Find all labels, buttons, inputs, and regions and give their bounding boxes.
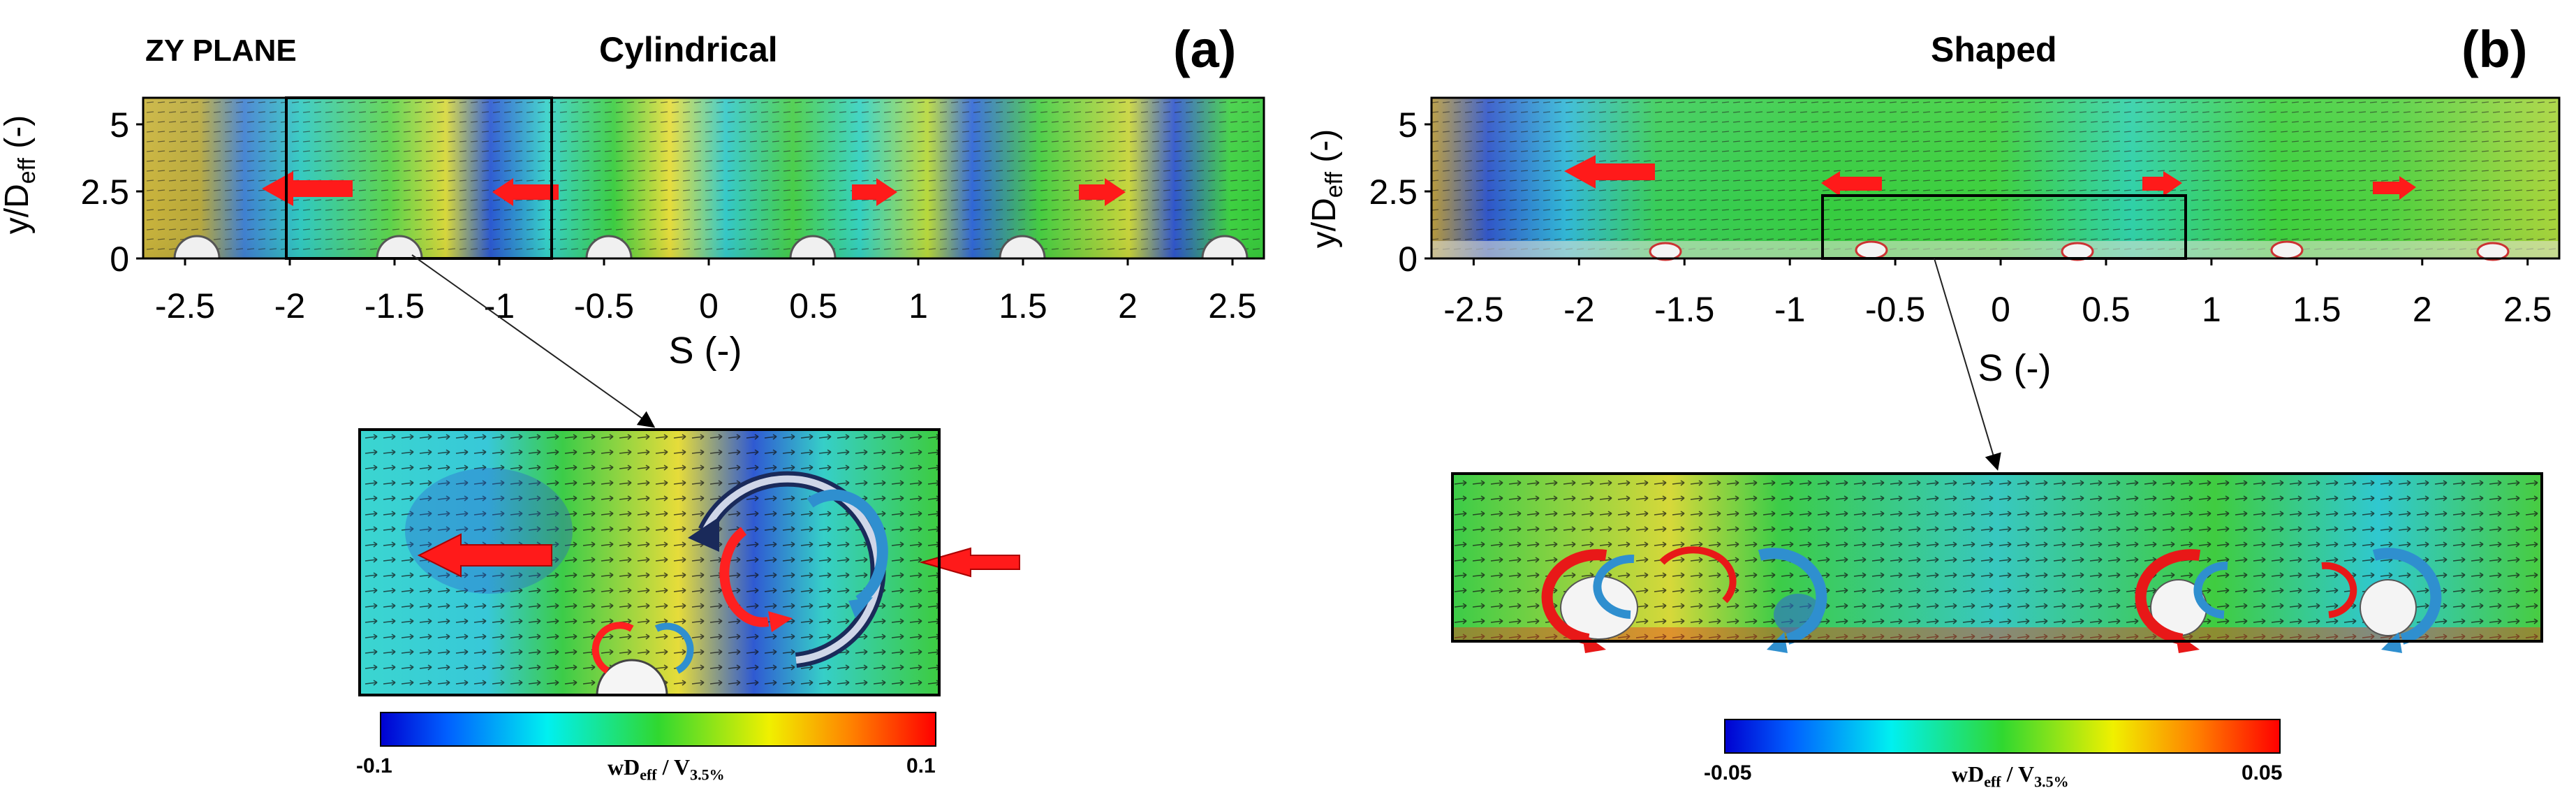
panel-a-xlabel: S (-): [669, 330, 742, 372]
svg-text:0: 0: [1398, 240, 1418, 279]
svg-text:5: 5: [110, 105, 129, 145]
panel-a-letter: (a): [1173, 20, 1237, 78]
panel-a-inset: [358, 428, 1020, 696]
panel-a-holes: [173, 235, 1249, 260]
colorbar-a-max: 0.1: [906, 754, 936, 777]
x-tick-label: -2: [1563, 290, 1594, 329]
x-tick-label: -1.5: [1654, 290, 1714, 329]
panel-a-title: Cylindrical: [599, 30, 778, 69]
x-tick-label: -0.5: [1865, 290, 1925, 329]
inset-a-flow-left-arrow: [417, 533, 552, 578]
colorbar-a-title: wDeff / V3.5%: [608, 754, 725, 784]
svg-text:2.5: 2.5: [80, 173, 129, 212]
svg-text:0: 0: [110, 240, 129, 279]
panel-b-flow-arrows: [1564, 155, 2416, 200]
panel-a-ylabel: y/Deff (-): [0, 115, 41, 234]
x-tick-label: 2.5: [2503, 290, 2552, 329]
panel-b-letter: (b): [2461, 20, 2528, 78]
x-tick-label: 0: [699, 286, 719, 326]
panel-a-plot: 0 2.5 5 y/Deff (-) -2.5 -2 -1.5 -1 -0.5 0 0.5 1…: [0, 96, 1265, 372]
panel-b-zoom-connector: [1934, 258, 2001, 471]
panel-b-xticks: -2.5 -2 -1.5 -1 -0.5 0 0.5 1 1.5 2 2.5: [1443, 258, 2552, 329]
panel-a-zoom-connector: [411, 254, 656, 428]
panel-a-flow-arrows: [262, 171, 1126, 206]
colorbar-b-title: wDeff / V3.5%: [1952, 761, 2069, 791]
svg-text:5: 5: [1398, 105, 1418, 145]
x-tick-label: 1.5: [999, 286, 1047, 326]
x-tick-label: 0.5: [2082, 290, 2130, 329]
x-tick-label: -2: [274, 286, 305, 326]
panel-b-colorbar: [1724, 719, 2281, 754]
panel-b-yticks: 0 2.5 5: [1369, 105, 1418, 279]
x-tick-label: -1: [1774, 290, 1805, 329]
x-tick-label: 0: [1991, 290, 2010, 329]
x-tick-label: 1: [908, 286, 928, 326]
panel-a-colorbar: [380, 712, 936, 747]
x-tick-label: 1: [2202, 290, 2221, 329]
x-tick-label: 2: [2413, 290, 2432, 329]
x-tick-label: -1: [484, 286, 515, 326]
inset-a-blue-vortex: [807, 489, 888, 606]
x-tick-label: 2.5: [1208, 286, 1257, 326]
inset-b-vortices: [1541, 546, 2442, 653]
colorbar-a-min: -0.1: [356, 754, 392, 777]
panel-a-xticks: -2.5 -2 -1.5 -1 -0.5 0 0.5 1 1.5 2 2.5: [155, 258, 1257, 326]
panel-b-plot: 0 2.5 5 y/Deff (-) -2.5 -2 -1.5 -1 -0.5 0 0.5 1…: [1306, 96, 2561, 389]
plane-label: ZY PLANE: [145, 34, 297, 68]
panel-b-title: Shaped: [1931, 30, 2057, 69]
x-tick-label: -0.5: [574, 286, 634, 326]
inset-a-hole: [596, 659, 668, 696]
x-tick-label: -1.5: [365, 286, 425, 326]
panel-a-yticks: 0 2.5 5: [80, 105, 129, 279]
x-tick-label: 1.5: [2292, 290, 2341, 329]
inset-a-red-vortex: [719, 527, 770, 627]
panel-b-ylabel: y/Deff (-): [1306, 129, 1348, 248]
panel-b-inset: [1451, 472, 2543, 653]
x-tick-label: -2.5: [155, 286, 215, 326]
panel-b-holes: [1649, 240, 2510, 261]
x-tick-label: 0.5: [789, 286, 838, 326]
colorbar-b-max: 0.05: [2242, 761, 2283, 784]
panel-b-xlabel: S (-): [1978, 347, 2052, 389]
inset-a-flow-right-arrow: [919, 547, 1020, 578]
colorbar-b-min: -0.05: [1704, 761, 1752, 784]
svg-text:2.5: 2.5: [1369, 173, 1418, 212]
x-tick-label: -2.5: [1443, 290, 1503, 329]
x-tick-label: 2: [1118, 286, 1138, 326]
